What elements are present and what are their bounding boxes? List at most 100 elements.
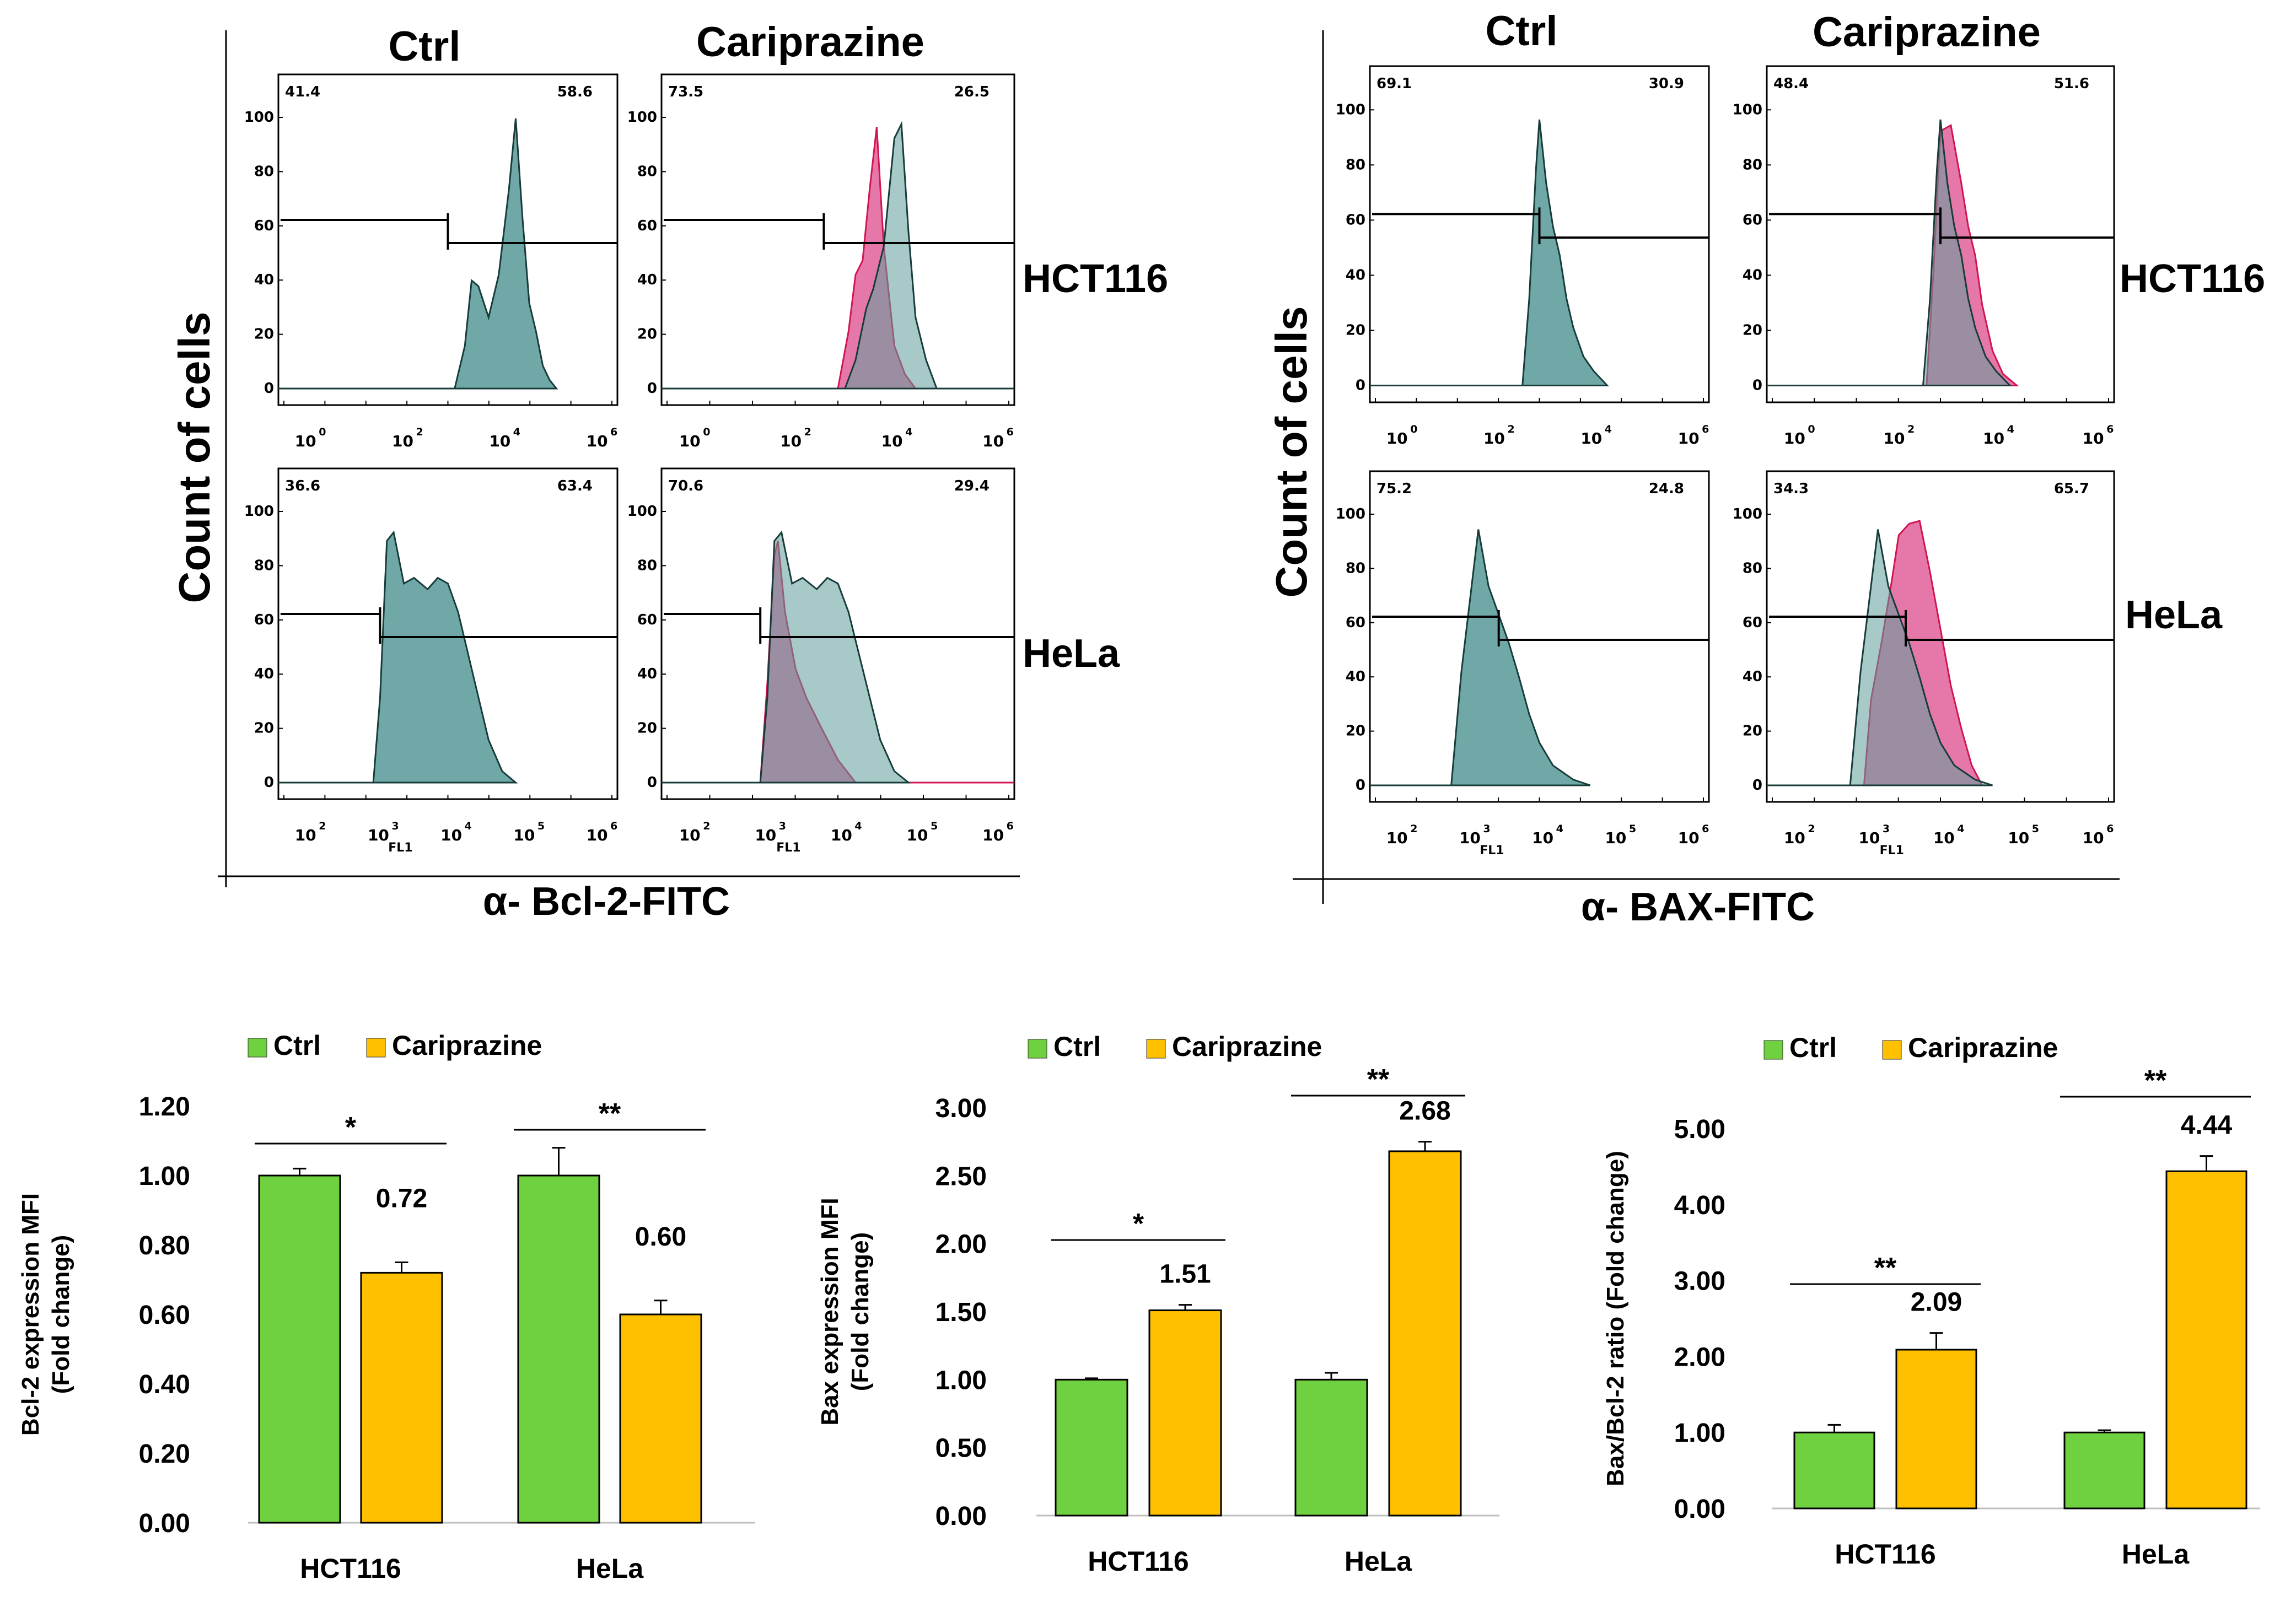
- y-tick-label: 80: [1346, 157, 1365, 173]
- y-tick-label: 40: [1743, 267, 1762, 283]
- x-tick-base: 10: [755, 826, 776, 844]
- x-tick-exponent: 3: [779, 820, 786, 832]
- x-tick-exponent: 6: [1007, 426, 1014, 438]
- x-tick-base: 10: [1933, 829, 1955, 847]
- y-tick-label: 0.00: [1674, 1495, 1725, 1524]
- bar-ctrl-hela: [1294, 1378, 1368, 1517]
- x-tick-base: 10: [368, 826, 389, 844]
- x-tick-base: 10: [907, 826, 928, 844]
- bar-ctrl-hela: [2063, 1431, 2146, 1510]
- y-tick-label: 0: [264, 774, 274, 791]
- significance-marker: **: [599, 1098, 621, 1130]
- x-tick-exponent: 6: [1702, 423, 1709, 435]
- category-label-hct116: HCT116: [1088, 1546, 1189, 1577]
- x-tick-base: 10: [1580, 429, 1602, 448]
- x-tick-base: 10: [1386, 829, 1408, 847]
- y-tick-label: 100: [244, 109, 274, 126]
- left-gate-percent: 75.2: [1376, 481, 1412, 497]
- value-label: 1.51: [1159, 1260, 1211, 1289]
- right-gate-percent: 29.4: [954, 478, 990, 494]
- y-tick-label: 100: [244, 503, 274, 520]
- x-tick-base: 10: [295, 432, 316, 450]
- significance-marker: *: [345, 1112, 357, 1144]
- y-tick-label: 60: [254, 218, 274, 234]
- x-tick-exponent: 0: [1410, 423, 1417, 435]
- ctrl-histogram: [1370, 119, 1609, 386]
- y-tick-label: 80: [1346, 560, 1365, 576]
- value-label: 0.60: [635, 1222, 686, 1252]
- y-tick-label: 5.00: [1674, 1115, 1725, 1144]
- bax-flow-histograms: Ctrl Cariprazine HCT116 HeLa Count of ce…: [1267, 8, 2265, 929]
- category-label-hela: HeLa: [2122, 1539, 2190, 1570]
- right-gate-percent: 26.5: [954, 84, 990, 100]
- y-tick-label: 0.80: [139, 1231, 190, 1260]
- x-tick-base: 10: [2008, 829, 2029, 847]
- x-tick-exponent: 2: [319, 820, 326, 832]
- y-tick-label: 20: [1346, 723, 1365, 740]
- y-tick-label: 60: [1743, 212, 1762, 228]
- ctrl-histogram: [662, 121, 1014, 390]
- legend-label-cariprazine: Cariprazine: [1172, 1031, 1322, 1062]
- x-tick-base: 10: [679, 432, 701, 450]
- significance-marker: *: [1133, 1208, 1144, 1240]
- x-tick-exponent: 5: [2032, 823, 2039, 835]
- y-tick-label: 2.00: [935, 1230, 987, 1259]
- y-tick-label: 60: [1743, 614, 1762, 631]
- y-tick-label: 0: [647, 774, 657, 791]
- x-tick-exponent: 2: [804, 426, 811, 438]
- x-tick-exponent: 4: [1556, 823, 1563, 835]
- left-gate-percent: 69.1: [1376, 76, 1412, 92]
- x-tick-exponent: 6: [2106, 823, 2114, 835]
- x-tick-base: 10: [1784, 429, 1805, 448]
- y-tick-label: 1.00: [1674, 1419, 1725, 1448]
- bcl2-flow-histograms: Ctrl Cariprazine HCT116 HeLa Count of ce…: [170, 19, 1168, 924]
- y-tick-label: 2.50: [935, 1162, 987, 1191]
- x-tick-base: 10: [982, 826, 1004, 844]
- y-tick-label: 20: [254, 326, 274, 343]
- y-axis-title: Bax expression MFI: [816, 1198, 843, 1425]
- x-tick-exponent: 6: [1007, 820, 1014, 832]
- x-tick-exponent: 4: [465, 820, 472, 832]
- bax-col-title-ctrl: Ctrl: [1486, 8, 1558, 55]
- bar-cariprazine-hela: [2165, 1170, 2247, 1510]
- right-gate-percent: 63.4: [557, 478, 593, 494]
- y-tick-label: 80: [254, 557, 274, 574]
- bar-cariprazine-hct116: [360, 1271, 443, 1524]
- legend-swatch-cariprazine: [366, 1038, 386, 1058]
- legend-label-ctrl: Ctrl: [1053, 1031, 1101, 1062]
- y-tick-label: 0.60: [139, 1301, 190, 1330]
- bar-cariprazine-hela: [1388, 1150, 1462, 1517]
- left-gate-percent: 36.6: [285, 478, 320, 494]
- y-tick-label: 1.00: [935, 1366, 987, 1395]
- y-tick-label: 0.00: [935, 1502, 987, 1531]
- y-tick-label: 60: [1346, 212, 1365, 228]
- y-tick-label: 60: [637, 218, 657, 234]
- x-tick-exponent: 4: [1957, 823, 1964, 835]
- x-tick-exponent: 6: [610, 820, 617, 832]
- y-tick-label: 40: [637, 666, 657, 682]
- legend-swatch-ctrl: [1028, 1039, 1047, 1059]
- bar-ctrl-hct116: [1793, 1431, 1875, 1510]
- x-tick-exponent: 5: [537, 820, 545, 832]
- right-gate-percent: 24.8: [1649, 481, 1684, 497]
- y-axis-title: Bax/Bcl-2 ratio (Fold change): [1602, 1151, 1629, 1486]
- ctrl-histogram: [1767, 529, 1993, 786]
- y-tick-label: 100: [627, 109, 657, 126]
- bcl2-col-title-ctrl: Ctrl: [389, 23, 461, 70]
- x-tick-base: 10: [679, 826, 701, 844]
- legend-swatch-cariprazine: [1146, 1039, 1166, 1059]
- y-tick-label: 20: [637, 326, 657, 343]
- bcl2-bar-chart: Ctrl Cariprazine 0.00 0.20 0.40 0.60 0.80 1.00 1…: [17, 1030, 755, 1584]
- y-tick-label: 20: [1743, 723, 1762, 740]
- x-tick-base: 10: [1784, 829, 1805, 847]
- y-tick-label: 1.00: [139, 1162, 190, 1191]
- value-label: 2.09: [1911, 1288, 1962, 1317]
- bcl2-row-label-hela: HeLa: [1023, 632, 1120, 676]
- y-tick-label: 80: [1743, 157, 1762, 173]
- y-tick-label: 0: [1752, 378, 1762, 394]
- y-tick-label: 80: [1743, 560, 1762, 576]
